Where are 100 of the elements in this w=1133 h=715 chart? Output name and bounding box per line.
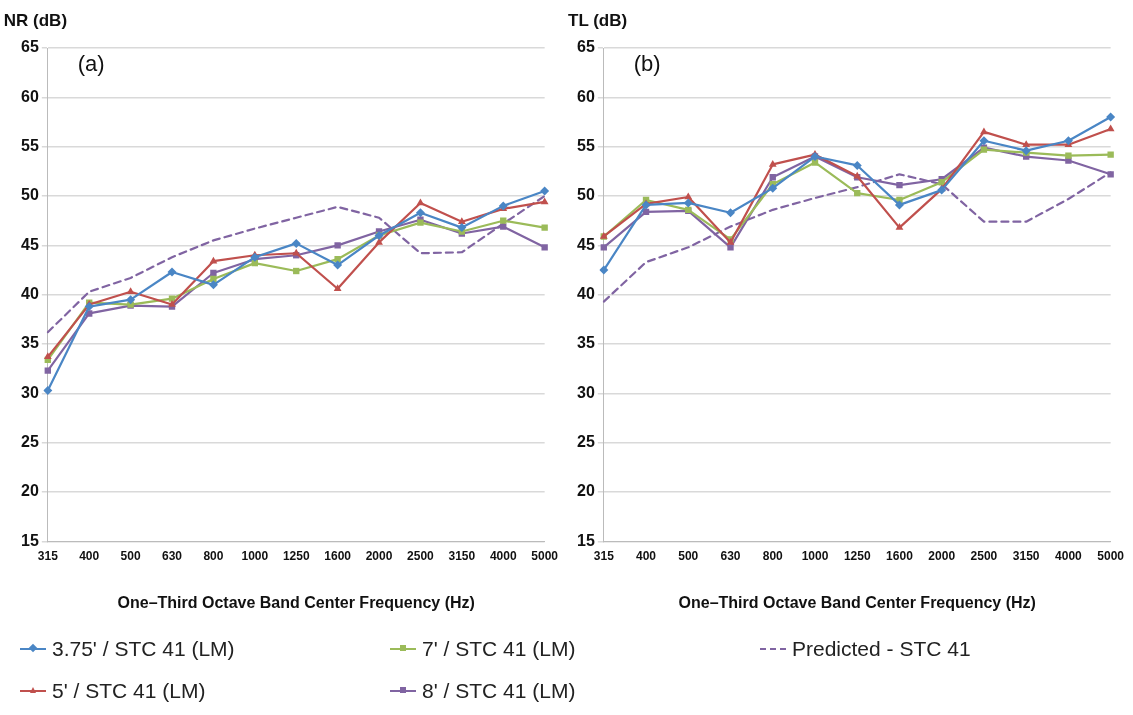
legend-label: 7' / STC 41 (LM): [422, 637, 576, 661]
y-tick-label: 50: [21, 186, 39, 204]
point: [416, 198, 425, 206]
point: [457, 217, 466, 224]
point: [208, 280, 218, 290]
point: [126, 295, 136, 305]
x-tick-label: 1250: [282, 548, 310, 563]
y-tick-label: 65: [21, 38, 39, 56]
x-tick-label: 3150: [1012, 548, 1040, 563]
x-tick-label: 2500: [970, 548, 998, 563]
x-tick-label: 2000: [365, 548, 393, 563]
point: [210, 269, 217, 277]
point: [84, 302, 94, 312]
point: [292, 248, 301, 256]
point: [43, 352, 52, 360]
y-tick-label: 60: [577, 87, 595, 105]
y-tick-label: 55: [21, 137, 39, 155]
point: [541, 244, 548, 251]
point: [768, 159, 777, 167]
point: [895, 223, 904, 230]
point: [334, 255, 341, 263]
point: [457, 223, 467, 233]
x-tick-label: 1600: [886, 548, 914, 563]
x-axis-title: One–Third Octave Band Center Frequency (Hz): [117, 593, 475, 611]
point: [415, 208, 425, 218]
y-tick-label: 30: [21, 383, 39, 401]
x-tick-label: 5000: [1097, 548, 1125, 563]
point: [1065, 152, 1072, 159]
y-tick-label: 55: [577, 137, 595, 155]
x-tick-label: 630: [162, 548, 183, 563]
y-tick-label: 60: [21, 87, 39, 105]
y-axis-title: TL (dB): [568, 11, 628, 30]
x-tick-label: 800: [762, 548, 784, 563]
legend-label: 5' / STC 41 (LM): [52, 679, 206, 703]
point: [727, 244, 734, 251]
x-tick-label: 1000: [801, 548, 829, 563]
point: [1107, 171, 1114, 178]
point: [541, 224, 548, 231]
x-tick-label: 630: [720, 548, 741, 563]
point: [333, 284, 342, 292]
x-tick-label: 3150: [448, 548, 476, 563]
y-tick-label: 35: [577, 334, 595, 352]
point: [250, 252, 260, 262]
point: [980, 127, 988, 135]
y-tick-label: 15: [21, 531, 39, 549]
point: [126, 287, 135, 294]
point: [726, 208, 736, 218]
x-tick-label: 500: [678, 548, 699, 563]
y-axis-title: NR (dB): [3, 11, 68, 30]
x-tick-label: 2500: [407, 548, 435, 563]
y-tick-label: 50: [577, 186, 595, 204]
point: [540, 197, 549, 205]
y-tick-label: 15: [577, 531, 595, 549]
x-tick-label: 2000: [928, 548, 956, 563]
x-tick-label: 800: [203, 548, 224, 563]
y-tick-label: 45: [577, 235, 595, 253]
point: [1063, 136, 1073, 146]
y-tick-label: 35: [21, 334, 39, 352]
point: [979, 136, 989, 146]
point: [768, 183, 778, 193]
legend-label: 8' / STC 41 (LM): [422, 679, 576, 703]
y-tick-label: 20: [577, 482, 595, 500]
point: [599, 265, 609, 275]
legend-label: 3.75' / STC 41 (LM): [52, 637, 235, 661]
annotation: (b): [633, 51, 661, 77]
y-tick-label: 30: [577, 383, 595, 401]
point: [684, 192, 693, 200]
x-tick-label: 4000: [489, 548, 517, 563]
y-tick-label: 45: [21, 235, 39, 253]
point: [167, 267, 177, 277]
x-tick-label: 315: [37, 548, 59, 563]
x-tick-label: 500: [120, 548, 141, 563]
legend-label: Predicted - STC 41: [792, 637, 971, 661]
x-tick-label: 315: [593, 548, 615, 563]
point: [894, 200, 904, 210]
y-tick-label: 40: [21, 285, 39, 303]
point: [1106, 124, 1115, 132]
x-tick-label: 4000: [1055, 548, 1083, 563]
point: [334, 242, 341, 249]
point: [1106, 112, 1116, 122]
point: [852, 160, 862, 170]
x-tick-label: 5000: [531, 548, 559, 563]
x-tick-label: 400: [79, 548, 100, 563]
point: [1022, 140, 1031, 147]
x-tick-label: 1000: [241, 548, 269, 563]
point: [896, 181, 903, 189]
y-tick-label: 25: [577, 433, 595, 451]
x-axis-title: One–Third Octave Band Center Frequency (Hz): [678, 593, 1036, 611]
point: [1107, 151, 1114, 158]
y-tick-label: 25: [21, 433, 39, 451]
point: [540, 186, 550, 196]
point: [291, 238, 301, 248]
x-tick-label: 400: [636, 548, 657, 563]
y-tick-label: 40: [577, 285, 595, 303]
annotation: (a): [77, 51, 105, 77]
x-tick-label: 1600: [324, 548, 352, 563]
x-tick-label: 1250: [843, 548, 871, 563]
y-tick-label: 65: [577, 38, 595, 56]
y-tick-label: 20: [21, 482, 39, 500]
point: [333, 260, 343, 270]
